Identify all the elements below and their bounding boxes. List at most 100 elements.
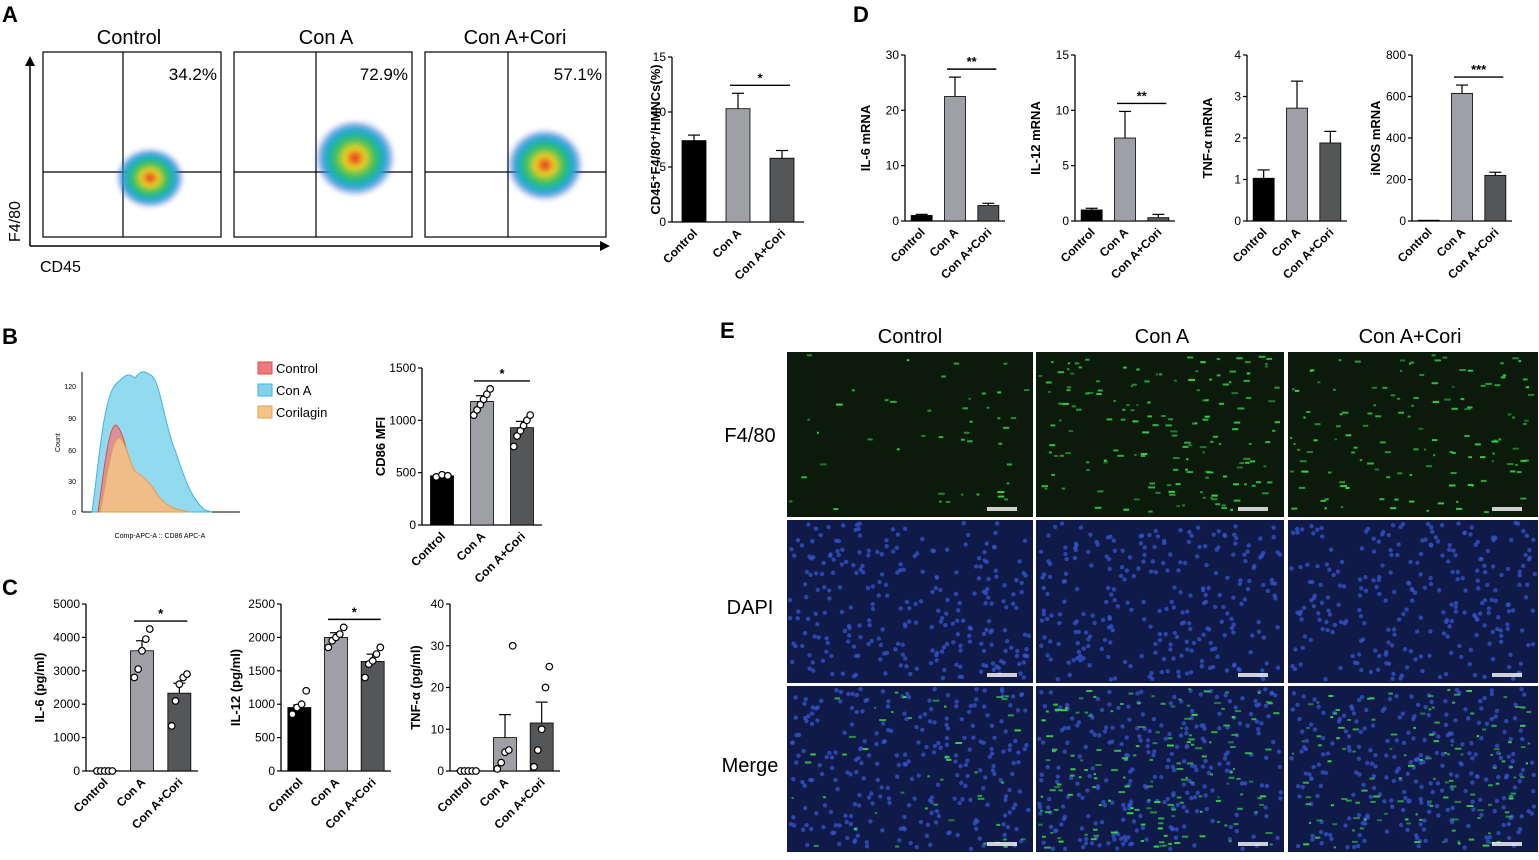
nucleus-dot [934, 653, 939, 658]
f480-signal [1160, 702, 1166, 705]
nucleus-dot [938, 619, 944, 624]
f480-signal [1096, 393, 1102, 395]
nucleus-dot [1512, 785, 1518, 790]
nucleus-dot [1149, 670, 1154, 676]
nucleus-dot [983, 775, 988, 780]
nucleus-dot [978, 669, 984, 674]
nucleus-dot [1139, 653, 1144, 659]
f480-signal [1058, 371, 1065, 374]
f480-signal [962, 407, 968, 410]
nucleus-dot [1276, 749, 1282, 754]
f480-signal [1457, 842, 1461, 845]
nucleus-dot [1128, 663, 1133, 669]
y-tick-label: 0 [73, 764, 80, 778]
nucleus-dot [1507, 835, 1512, 841]
nucleus-dot [796, 732, 802, 738]
f480-signal [874, 812, 878, 815]
nucleus-dot [1087, 634, 1093, 639]
nucleus-dot [1341, 584, 1347, 589]
nucleus-dot [974, 564, 979, 569]
significance-label: * [352, 604, 358, 619]
scale-bar [1238, 507, 1268, 511]
f480-signal [1352, 728, 1359, 731]
nucleus-dot [1415, 560, 1420, 565]
nucleus-dot [1089, 841, 1095, 846]
nucleus-dot [1199, 659, 1205, 664]
nucleus-dot [1498, 628, 1503, 633]
f480-signal [1313, 439, 1318, 442]
nucleus-dot [1217, 726, 1222, 731]
nucleus-dot [1318, 829, 1324, 835]
nucleus-dot [1368, 794, 1373, 800]
f480-signal [1155, 491, 1161, 494]
nucleus-dot [1493, 588, 1498, 593]
y-axis-label: CD86 MFI [373, 417, 388, 476]
f480-signal [1209, 378, 1212, 381]
nucleus-dot [1305, 562, 1310, 567]
f480-signal [1065, 707, 1068, 710]
f480-signal [1345, 434, 1352, 437]
f480-signal [1324, 498, 1329, 501]
scale-bar [987, 507, 1017, 511]
nucleus-dot [1037, 801, 1042, 807]
nucleus-dot [1125, 600, 1130, 605]
nucleus-dot [1174, 634, 1180, 640]
f480-signal [1051, 748, 1058, 751]
nucleus-dot [1490, 656, 1496, 662]
nucleus-dot [1147, 729, 1152, 734]
f480-signal [1298, 486, 1306, 489]
f480-signal [1066, 389, 1071, 392]
f480-signal [1184, 441, 1191, 444]
nucleus-dot [1045, 591, 1050, 597]
nucleus-dot [1089, 563, 1094, 568]
nucleus-dot [1126, 835, 1131, 840]
y-tick-label: 1500 [389, 361, 416, 375]
nucleus-dot [1413, 657, 1418, 662]
nucleus-dot [986, 576, 991, 582]
f480-signal [1359, 827, 1364, 830]
f480-signal [1136, 404, 1139, 406]
f480-signal [1406, 822, 1412, 825]
f480-signal [1419, 374, 1425, 376]
nucleus-dot [821, 825, 826, 830]
x-tick-label: Control [1058, 225, 1098, 265]
nucleus-dot [1449, 731, 1455, 736]
nucleus-dot [829, 765, 835, 771]
y-tick-label: 200 [1386, 173, 1406, 187]
nucleus-dot [1315, 527, 1320, 532]
nucleus-dot [1351, 711, 1357, 716]
f480-signal [1059, 419, 1062, 422]
significance-label: * [757, 70, 763, 85]
nucleus-dot [1315, 793, 1320, 799]
nucleus-dot [1323, 770, 1329, 776]
nucleus-dot [1339, 559, 1345, 565]
nucleus-dot [1021, 675, 1026, 680]
f480-signal [1490, 754, 1493, 756]
nucleus-dot [1373, 648, 1378, 653]
f480-signal [1228, 741, 1234, 744]
nucleus-dot [1319, 600, 1325, 605]
nucleus-dot [1068, 775, 1074, 781]
nucleus-dot [1041, 611, 1047, 617]
nucleus-dot [1056, 641, 1061, 647]
f480-signal [1182, 835, 1189, 838]
nucleus-dot [930, 648, 935, 653]
f480-signal [1065, 452, 1071, 455]
f480-signal [1176, 796, 1182, 799]
nucleus-dot [924, 744, 929, 750]
nucleus-dot [954, 699, 959, 704]
f480-signal [1237, 807, 1243, 810]
x-tick-label: Control [888, 225, 928, 265]
f480-signal [1123, 776, 1126, 779]
y-axis-label: IL-6 (pg/ml) [32, 652, 47, 722]
f480-signal [939, 500, 942, 503]
nucleus-dot [967, 747, 972, 752]
nucleus-dot [1469, 771, 1474, 776]
x-tick-label: Control [660, 226, 700, 266]
nucleus-dot [1259, 783, 1265, 788]
f480-signal [1483, 511, 1489, 514]
nucleus-dot [990, 768, 996, 773]
nucleus-dot [1359, 546, 1365, 551]
nucleus-dot [1356, 812, 1362, 818]
nucleus-dot [1271, 739, 1276, 745]
